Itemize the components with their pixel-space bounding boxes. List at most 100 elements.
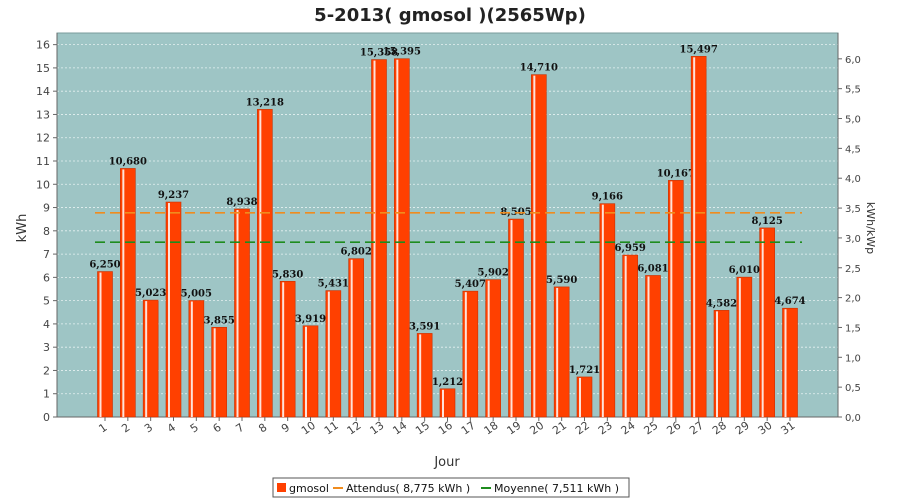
bar-highlight [122, 169, 125, 417]
data-label-day-20: 14,710 [520, 63, 558, 74]
x-tick-label-15: 15 [413, 419, 432, 438]
x-tick-label-25: 25 [642, 419, 661, 438]
y-right-tick-label: 2,5 [845, 264, 861, 275]
data-label-day-11: 5,431 [318, 279, 349, 290]
x-tick-label-13: 13 [368, 419, 387, 438]
y-tick-label: 15 [36, 62, 50, 75]
bar-highlight [624, 256, 627, 417]
data-label-day-9: 5,830 [272, 269, 303, 280]
bar-highlight [442, 389, 444, 417]
data-label-day-31: 4,674 [774, 296, 805, 307]
data-label-day-15: 3,591 [409, 321, 440, 332]
y-tick-label: 9 [43, 202, 50, 215]
legend-label-attendus: Attendus( 8,775 kWh ) [346, 482, 470, 495]
y-right-tick-label: 6,0 [845, 55, 861, 66]
bar-highlight [579, 377, 581, 417]
bar-highlight [784, 309, 787, 417]
y-tick-label: 0 [43, 411, 50, 424]
bar-highlight [168, 203, 170, 417]
x-tick-label-27: 27 [687, 419, 706, 438]
data-label-day-6: 3,855 [204, 315, 235, 326]
data-label-day-28: 4,582 [706, 298, 737, 309]
bar-highlight [236, 209, 239, 417]
x-tick-label-30: 30 [756, 419, 775, 438]
bar-highlight [419, 334, 422, 417]
plot-area [56, 32, 839, 418]
x-tick-label-22: 22 [573, 419, 592, 438]
y-right-tick-label: 5,5 [845, 85, 861, 96]
y-tick-label: 5 [43, 295, 50, 308]
y-right-tick-label: 0,5 [845, 383, 861, 394]
y-right-tick-label: 1,5 [845, 323, 861, 334]
bar-highlight [601, 204, 604, 417]
x-tick-label-31: 31 [779, 419, 798, 438]
data-label-day-12: 6,802 [341, 247, 372, 258]
x-tick-label-5: 5 [188, 421, 201, 436]
x-tick-label-14: 14 [390, 419, 409, 438]
x-tick-label-2: 2 [119, 421, 132, 436]
x-tick-label-9: 9 [279, 421, 292, 436]
data-label-day-14: 15,395 [383, 47, 421, 58]
y-tick-label: 4 [43, 318, 50, 331]
data-label-day-13: 15,358 [360, 48, 398, 59]
x-tick-label-7: 7 [233, 421, 246, 436]
bar-highlight [464, 292, 467, 417]
bar-highlight [670, 181, 673, 417]
y-tick-label: 12 [36, 132, 50, 145]
y-tick-label: 1 [43, 388, 50, 401]
data-label-day-7: 8,938 [226, 197, 257, 208]
data-label-day-25: 6,081 [637, 263, 668, 274]
y-tick-label: 10 [36, 178, 50, 191]
bar-highlight [396, 59, 399, 417]
x-tick-label-10: 10 [299, 419, 318, 438]
y-right-tick-label: 2,0 [845, 294, 861, 305]
x-tick-label-26: 26 [664, 419, 683, 438]
bar-highlight [213, 328, 216, 417]
legend-swatch-gmosol [277, 483, 286, 492]
data-label-day-30: 8,125 [752, 216, 783, 227]
bar-highlight [99, 272, 102, 417]
x-tick-label-24: 24 [619, 419, 638, 438]
bar-highlight [761, 228, 764, 417]
legend-label-moyenne: Moyenne( 7,511 kWh ) [494, 482, 619, 495]
bar-highlight [556, 287, 559, 417]
data-label-day-24: 6,959 [615, 243, 646, 254]
data-label-day-23: 9,166 [592, 192, 623, 203]
y-right-tick-label: 0,0 [845, 413, 861, 424]
legend: gmosol Attendus( 8,775 kWh ) Moyenne( 7,… [272, 477, 630, 498]
y-right-tick-label: 1,0 [845, 353, 861, 364]
x-tick-label-16: 16 [436, 419, 455, 438]
x-tick-label-28: 28 [710, 419, 729, 438]
y-axis-label: kWh [15, 214, 30, 243]
bar-highlight [190, 301, 193, 417]
y-right-tick-label: 4,0 [845, 174, 861, 185]
bar-highlight [693, 57, 696, 418]
bar-highlight [716, 311, 718, 417]
data-label-day-18: 5,902 [478, 268, 509, 279]
x-tick-label-18: 18 [482, 419, 501, 438]
bar-highlight [350, 259, 353, 417]
x-tick-label-8: 8 [256, 421, 269, 436]
data-label-day-26: 10,167 [657, 168, 695, 179]
bar-highlight [738, 278, 741, 417]
data-label-day-29: 6,010 [729, 265, 760, 276]
y-tick-label: 13 [36, 108, 50, 121]
data-label-day-17: 5,407 [455, 279, 486, 290]
y-tick-label: 16 [36, 39, 50, 52]
bar-highlight [487, 280, 490, 417]
x-tick-label-3: 3 [142, 421, 155, 436]
y-right-tick-label: 3,0 [845, 234, 861, 245]
bar-highlight [305, 326, 307, 417]
y-tick-label: 7 [43, 248, 50, 261]
data-label-day-16: 1,212 [432, 377, 463, 388]
data-label-day-4: 9,237 [158, 190, 189, 201]
y-tick-label: 11 [36, 155, 50, 168]
x-tick-label-29: 29 [733, 419, 752, 438]
y-tick-label: 8 [43, 225, 50, 238]
y-tick-label: 14 [36, 85, 50, 98]
data-label-day-5: 5,005 [181, 289, 212, 300]
y-right-tick-label: 5,0 [845, 115, 861, 126]
chart-title: 5-2013( gmosol )(2565Wp) [314, 5, 586, 26]
y-tick-label: 3 [43, 341, 50, 354]
